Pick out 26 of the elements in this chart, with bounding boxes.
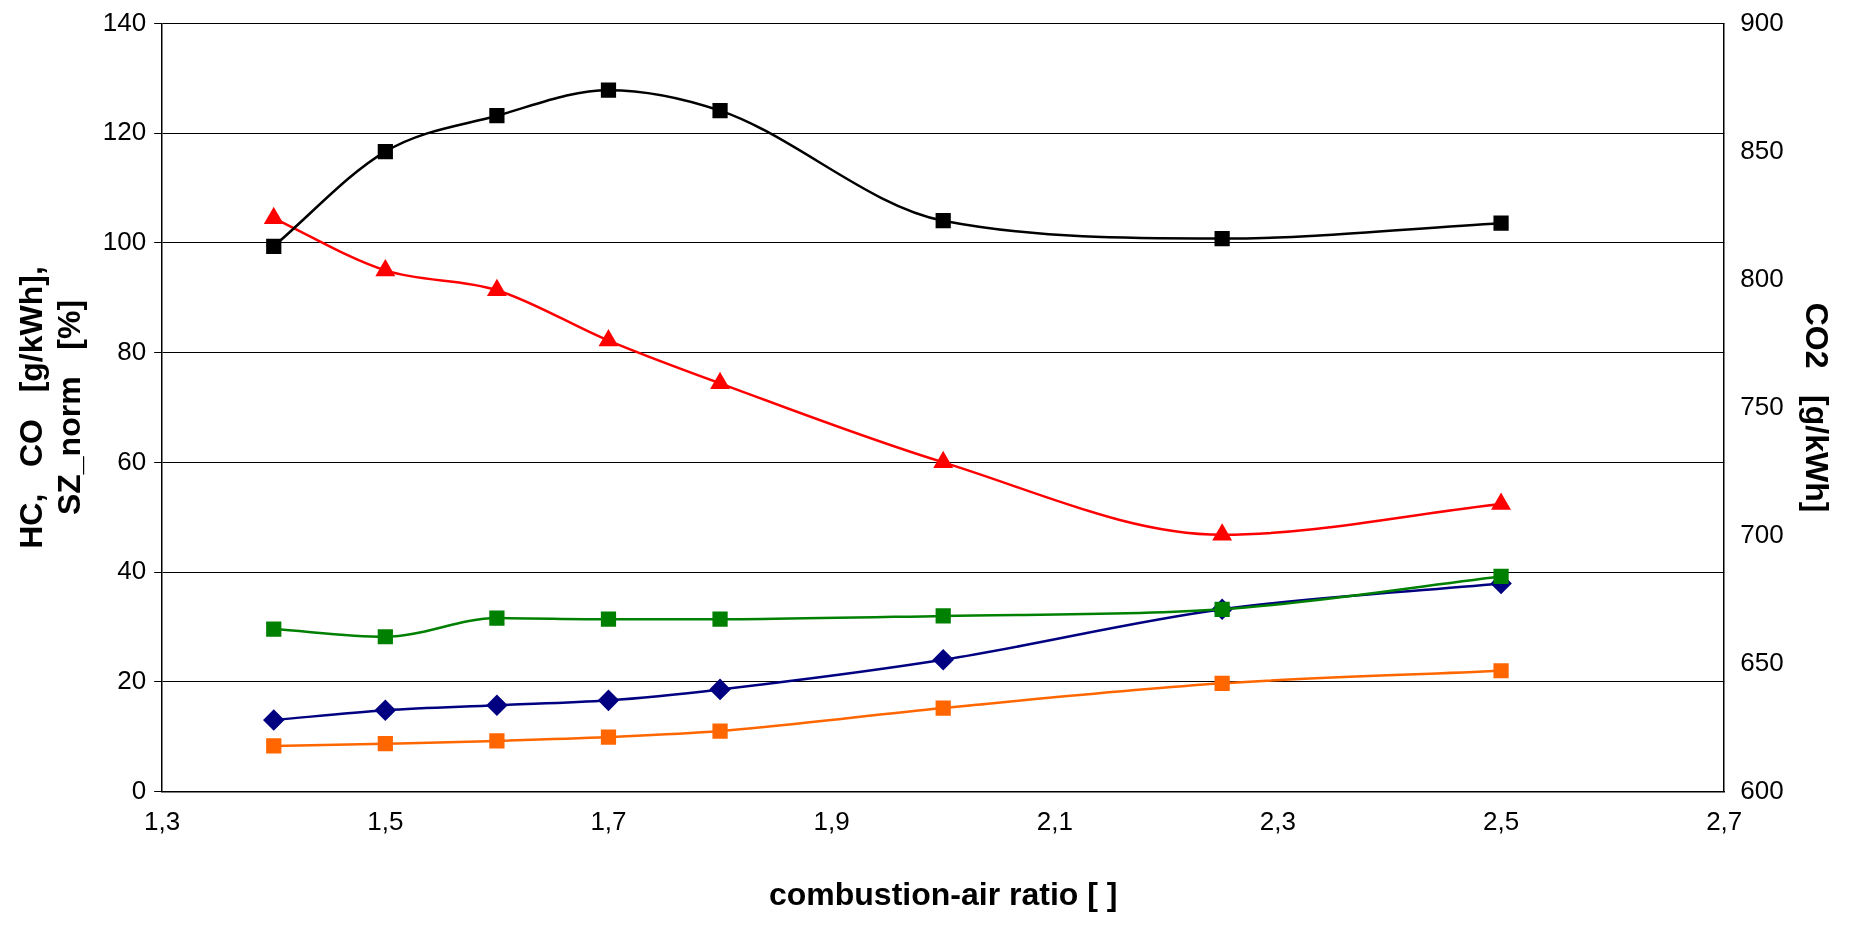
y-tick-label: 60 [117,445,147,476]
y2-tick-label: 750 [1740,390,1784,421]
y2-tick-label: 800 [1740,262,1784,293]
y-tick-label: 100 [102,226,147,257]
y-tick-label: 0 [131,774,147,805]
y2-axis-title: CO2 [g/kWh] [1798,302,1835,513]
x-tick-label: 1,5 [367,806,404,837]
y-tick-label: 140 [102,6,147,37]
y-tick-label: 120 [102,116,147,147]
y-axis-title: HC, CO [g/kWh], SZ_norm [%] [13,266,88,549]
y-tick-label: 40 [117,555,147,586]
x-tick-label: 2,7 [1706,806,1743,837]
x-tick-label: 1,3 [144,806,181,837]
x-tick-label: 1,9 [813,806,850,837]
x-tick-label: 2,1 [1036,806,1073,837]
y2-tick-label: 600 [1740,774,1784,805]
x-tick-label: 2,3 [1259,806,1296,837]
y2-tick-label: 650 [1740,646,1784,677]
x-tick-label: 2,5 [1482,806,1520,837]
y-tick-label: 20 [117,664,147,695]
x-tick-label: 1,7 [590,806,627,837]
y2-tick-label: 700 [1740,518,1784,549]
x-axis-title: combustion-air ratio [ ] [768,875,1118,912]
y2-tick-label: 850 [1740,134,1784,165]
y-tick-label: 80 [117,335,147,366]
y2-tick-label: 900 [1740,6,1784,37]
